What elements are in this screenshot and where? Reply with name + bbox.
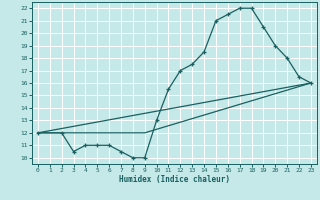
- X-axis label: Humidex (Indice chaleur): Humidex (Indice chaleur): [119, 175, 230, 184]
